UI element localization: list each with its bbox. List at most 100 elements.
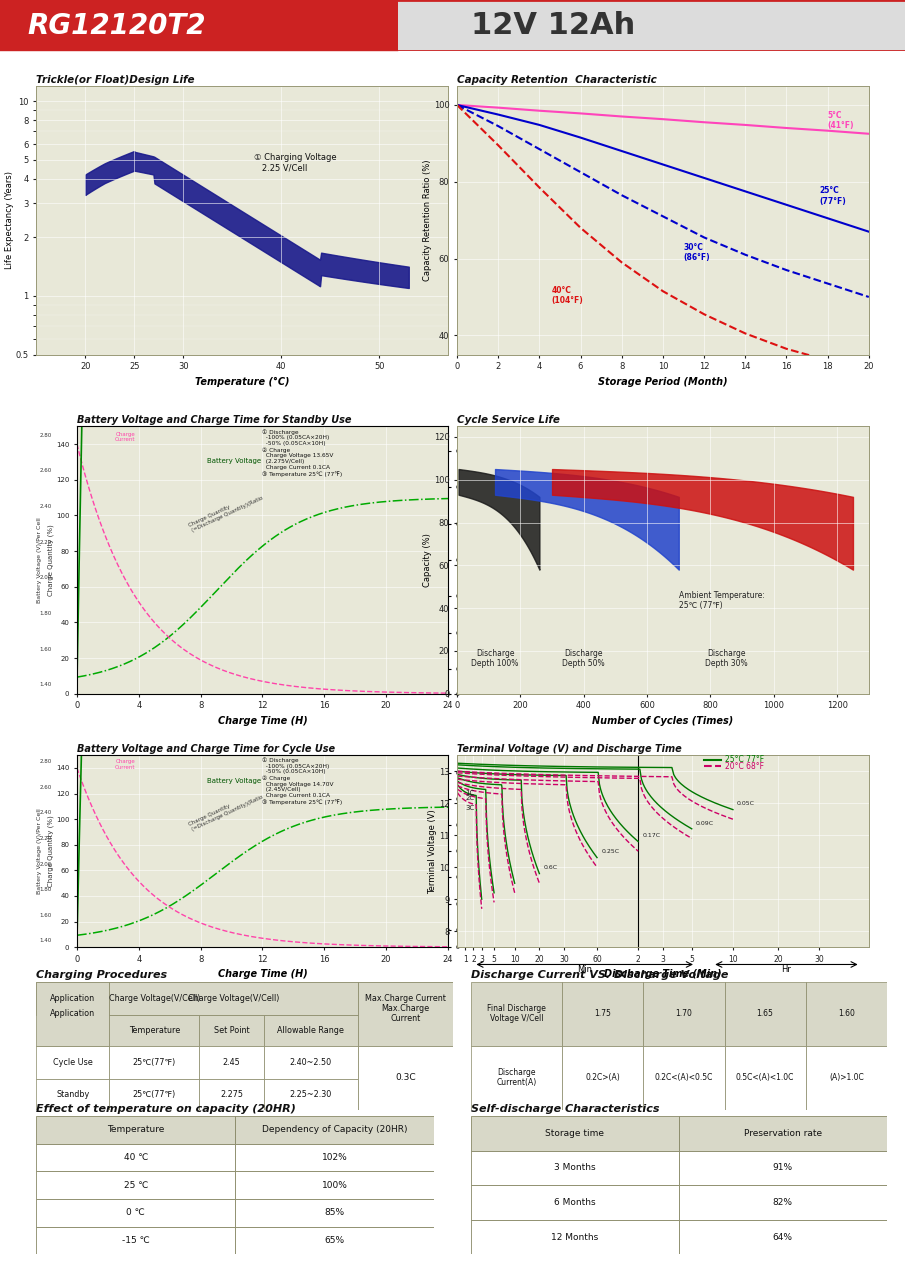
FancyBboxPatch shape xyxy=(471,1046,562,1110)
Text: Charge Voltage(V/Cell): Charge Voltage(V/Cell) xyxy=(109,993,200,1004)
Text: Battery Voltage: Battery Voltage xyxy=(206,778,261,785)
Text: 2.40~2.50: 2.40~2.50 xyxy=(290,1057,332,1068)
X-axis label: Temperature (°C): Temperature (°C) xyxy=(195,376,290,387)
FancyBboxPatch shape xyxy=(36,1226,235,1254)
Text: Charge Voltage(V/Cell): Charge Voltage(V/Cell) xyxy=(188,993,280,1004)
FancyBboxPatch shape xyxy=(36,982,110,1015)
Text: 91%: 91% xyxy=(773,1164,793,1172)
Text: Standby: Standby xyxy=(56,1089,90,1100)
Text: 2.25~2.30: 2.25~2.30 xyxy=(290,1089,332,1100)
Text: 25 ℃: 25 ℃ xyxy=(124,1180,148,1190)
FancyBboxPatch shape xyxy=(110,1015,199,1046)
Text: Battery Voltage and Charge Time for Cycle Use: Battery Voltage and Charge Time for Cycl… xyxy=(77,745,335,754)
Y-axis label: Charge Current (CA): Charge Current (CA) xyxy=(471,819,476,883)
Text: Dependency of Capacity (20HR): Dependency of Capacity (20HR) xyxy=(262,1125,407,1134)
FancyBboxPatch shape xyxy=(263,982,358,1015)
FancyBboxPatch shape xyxy=(679,1151,887,1185)
Text: 2.80: 2.80 xyxy=(40,759,52,764)
FancyBboxPatch shape xyxy=(358,1046,452,1110)
X-axis label: Charge Time (H): Charge Time (H) xyxy=(217,716,308,726)
Polygon shape xyxy=(0,0,452,51)
FancyBboxPatch shape xyxy=(199,1046,263,1079)
Text: Discharge Current VS. Discharge Voltage: Discharge Current VS. Discharge Voltage xyxy=(471,970,728,979)
Text: 1.80: 1.80 xyxy=(40,887,52,892)
FancyBboxPatch shape xyxy=(36,1116,235,1144)
FancyBboxPatch shape xyxy=(36,1046,110,1079)
Text: 2.80: 2.80 xyxy=(40,433,52,438)
FancyBboxPatch shape xyxy=(110,1079,199,1110)
Text: 0.2C<(A)<0.5C: 0.2C<(A)<0.5C xyxy=(654,1073,713,1083)
Text: Application: Application xyxy=(50,1009,95,1019)
Text: 1.40: 1.40 xyxy=(40,938,52,943)
Y-axis label: Capacity Retention Ratio (%): Capacity Retention Ratio (%) xyxy=(424,160,433,280)
FancyBboxPatch shape xyxy=(679,1116,887,1151)
Text: Capacity Retention  Characteristic: Capacity Retention Characteristic xyxy=(457,76,657,84)
Text: 1.60: 1.60 xyxy=(40,913,52,918)
FancyBboxPatch shape xyxy=(562,1046,643,1110)
Text: 65%: 65% xyxy=(325,1236,345,1245)
Text: 1.80: 1.80 xyxy=(40,611,52,616)
Text: 82%: 82% xyxy=(773,1198,793,1207)
Text: 30°C
(86°F): 30°C (86°F) xyxy=(683,243,710,262)
Text: 2.60: 2.60 xyxy=(40,468,52,474)
FancyBboxPatch shape xyxy=(805,982,887,1046)
Text: 2.275: 2.275 xyxy=(220,1089,243,1100)
Text: Discharge
Current(A): Discharge Current(A) xyxy=(496,1068,537,1088)
Text: 0.2C>(A): 0.2C>(A) xyxy=(586,1073,620,1083)
Text: Charge
Current: Charge Current xyxy=(115,759,136,769)
FancyBboxPatch shape xyxy=(805,1046,887,1110)
FancyBboxPatch shape xyxy=(110,982,358,1015)
Text: RG12120T2: RG12120T2 xyxy=(27,12,205,40)
FancyBboxPatch shape xyxy=(110,982,199,1015)
Text: 85%: 85% xyxy=(325,1208,345,1217)
Text: 1C: 1C xyxy=(465,790,474,796)
Text: Self-discharge Characteristics: Self-discharge Characteristics xyxy=(471,1103,659,1114)
FancyBboxPatch shape xyxy=(358,982,452,1046)
FancyBboxPatch shape xyxy=(36,1144,235,1171)
FancyBboxPatch shape xyxy=(725,1046,805,1110)
Text: 1.70: 1.70 xyxy=(675,1009,692,1019)
Text: Charge
Current: Charge Current xyxy=(115,431,136,443)
Text: Charging Procedures: Charging Procedures xyxy=(36,970,167,979)
FancyBboxPatch shape xyxy=(471,1185,679,1220)
Y-axis label: Life Expectancy (Years): Life Expectancy (Years) xyxy=(5,172,14,269)
FancyBboxPatch shape xyxy=(471,1151,679,1185)
X-axis label: Storage Period (Month): Storage Period (Month) xyxy=(598,376,728,387)
FancyBboxPatch shape xyxy=(235,1226,434,1254)
FancyBboxPatch shape xyxy=(36,982,110,1046)
Text: -15 ℃: -15 ℃ xyxy=(122,1236,149,1245)
Text: 102%: 102% xyxy=(322,1153,348,1162)
FancyBboxPatch shape xyxy=(263,1015,358,1046)
Text: (A)>1.0C: (A)>1.0C xyxy=(829,1073,863,1083)
Text: Max.Charge
Current: Max.Charge Current xyxy=(381,1004,429,1024)
Text: Battery Voltage (V)/Per Cell: Battery Voltage (V)/Per Cell xyxy=(37,517,43,603)
Text: Temperature: Temperature xyxy=(129,1025,180,1036)
FancyBboxPatch shape xyxy=(562,982,643,1046)
Text: 5°C
(41°F): 5°C (41°F) xyxy=(827,111,854,131)
Text: ① Discharge
  -100% (0.05CA×20H)
  -50% (0.05CA×10H)
② Charge
  Charge Voltage 1: ① Discharge -100% (0.05CA×20H) -50% (0.0… xyxy=(262,756,343,805)
Text: Max.Charge Current: Max.Charge Current xyxy=(365,993,446,1004)
Text: Preservation rate: Preservation rate xyxy=(744,1129,822,1138)
Text: Cycle Use: Cycle Use xyxy=(52,1057,92,1068)
Text: 25°C 77°F: 25°C 77°F xyxy=(725,755,764,764)
Text: Discharge
Depth 30%: Discharge Depth 30% xyxy=(705,649,748,668)
Text: 12 Months: 12 Months xyxy=(551,1233,598,1242)
Text: Allowable Range: Allowable Range xyxy=(278,1025,344,1036)
Text: 0.05C: 0.05C xyxy=(737,801,755,806)
Text: Final Discharge
Voltage V/Cell: Final Discharge Voltage V/Cell xyxy=(487,1004,546,1024)
Text: Set Point: Set Point xyxy=(214,1025,249,1036)
Text: 25°C
(77°F): 25°C (77°F) xyxy=(819,187,846,206)
Text: 40 ℃: 40 ℃ xyxy=(124,1153,148,1162)
FancyBboxPatch shape xyxy=(235,1116,434,1144)
FancyBboxPatch shape xyxy=(725,982,805,1046)
Text: Hr: Hr xyxy=(782,965,791,974)
Text: 2.20: 2.20 xyxy=(40,540,52,545)
Text: 20°C 68°F: 20°C 68°F xyxy=(725,762,764,771)
Text: 1.65: 1.65 xyxy=(757,1009,774,1019)
Y-axis label: Capacity (%): Capacity (%) xyxy=(424,532,433,588)
Text: 64%: 64% xyxy=(773,1233,793,1242)
Text: Ambient Temperature:
25℃ (77℉): Ambient Temperature: 25℃ (77℉) xyxy=(679,591,765,611)
FancyBboxPatch shape xyxy=(235,1199,434,1226)
Text: 1.60: 1.60 xyxy=(838,1009,854,1019)
FancyBboxPatch shape xyxy=(110,1046,199,1079)
